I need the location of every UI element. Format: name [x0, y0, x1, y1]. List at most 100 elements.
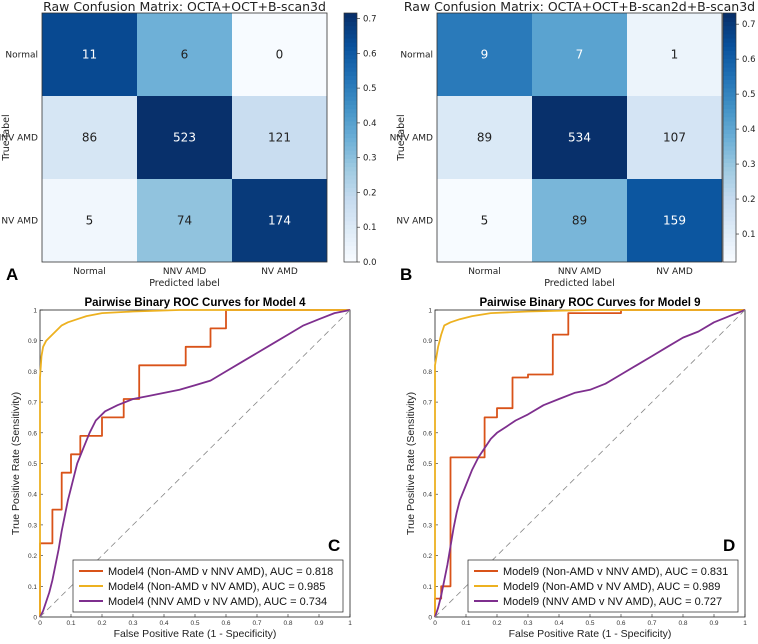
colorbar-segment [344, 17, 357, 22]
colorbar-segment [723, 116, 736, 122]
matrix-cell [532, 179, 627, 262]
colorbar-segment [723, 71, 736, 76]
cell-count: 9 [481, 48, 489, 62]
colorbar-frame [722, 12, 737, 263]
panel-label-a: A [6, 265, 18, 284]
x-tick-label: 0.5 [585, 620, 594, 627]
x-tick-label: 0.1 [461, 620, 470, 627]
colorbar-segment [344, 120, 357, 126]
y-tick-label: 0.5 [28, 461, 37, 468]
colorbar-segment [723, 191, 736, 197]
colorbar-segment [344, 87, 357, 93]
colorbar-segment [723, 50, 736, 56]
colorbar-segment [344, 71, 357, 76]
colorbar-segment [344, 54, 357, 60]
roc-title: Pairwise Binary ROC Curves for Model 4 [84, 297, 306, 309]
row-tick-label: NV AMD [1, 217, 38, 227]
colorbar-segment [344, 75, 357, 80]
x-tick-label: 0.9 [314, 620, 323, 627]
colorbar-segment [723, 187, 736, 193]
colorbar-segment [723, 104, 736, 110]
colorbar-segment [723, 183, 736, 188]
colorbar-segment [344, 179, 357, 184]
cell-count: 89 [572, 214, 587, 228]
roc-series-line [39, 309, 350, 617]
x-tick-label: 1 [743, 620, 747, 627]
colorbar-segment [344, 62, 357, 68]
matrix-cell [627, 13, 722, 96]
colorbar-tick-label: 0.6 [742, 55, 756, 65]
colorbar-segment [723, 228, 736, 234]
row-tick-label: NV AMD [396, 217, 433, 227]
roc-chart-c: Pairwise Binary ROC Curves for Model 4 0 0… [10, 297, 352, 640]
colorbar-segment [344, 174, 357, 180]
matrix-cell [532, 13, 627, 96]
colorbar-segment [344, 66, 357, 72]
colorbar-segment [723, 133, 736, 139]
legend-entry: Model4 (NNV AMD v NV AMD), AUC = 0.734 [108, 596, 327, 608]
colorbar-segment [344, 83, 357, 89]
colorbar-segment [344, 149, 357, 155]
x-tick-label: 0 [433, 620, 437, 627]
cell-count: 1 [671, 48, 679, 62]
colorbar-segment [344, 96, 357, 101]
colorbar-segment [723, 58, 736, 64]
matrix-cell [532, 96, 627, 179]
matrix-cell [42, 13, 137, 96]
cell-count: 0 [276, 48, 284, 62]
cell-count: 86 [82, 131, 97, 145]
x-tick-label: 0.8 [283, 620, 292, 627]
roc-title: Pairwise Binary ROC Curves for Model 9 [479, 297, 700, 309]
y-tick-label: 0.9 [423, 338, 432, 345]
colorbar-segment [723, 158, 736, 163]
matrix-title: Raw Confusion Matrix: OCTA+OCT+B-scan3d [43, 0, 326, 14]
matrix-cell [627, 179, 722, 262]
colorbar-segment [344, 191, 357, 197]
matrix-cell [137, 96, 232, 179]
colorbar-segment [723, 216, 736, 222]
colorbar-segment [723, 66, 736, 72]
colorbar-segment [723, 166, 736, 172]
colorbar-segment [723, 112, 736, 118]
confusion-matrix-a: Raw Confusion Matrix: OCTA+OCT+B-scan3d 1… [0, 0, 377, 289]
colorbar-segment [344, 232, 357, 238]
colorbar-segment [344, 91, 357, 97]
colorbar-segment [344, 166, 357, 172]
cell-count: 523 [173, 131, 196, 145]
y-tick-label: 0.4 [423, 492, 432, 499]
colorbar-segment [344, 195, 357, 201]
colorbar-segment [723, 249, 736, 255]
colorbar-segment [723, 42, 736, 47]
colorbar-segment [344, 170, 357, 176]
y-tick-label: 0.3 [423, 522, 432, 529]
colorbar-segment [723, 100, 736, 105]
x-tick-label: 0.6 [221, 620, 230, 627]
colorbar-segment [723, 91, 736, 97]
x-tick-label: 0.2 [97, 620, 106, 627]
matrix-cell [627, 96, 722, 179]
x-tick-label: 0.1 [66, 620, 75, 627]
colorbar-segment [723, 83, 736, 89]
matrix-title: Raw Confusion Matrix: OCTA+OCT+B-scan2d+… [404, 0, 755, 14]
matrix-cell [232, 96, 327, 179]
x-tick-label: 0.4 [159, 620, 168, 627]
col-tick-label: Normal [73, 267, 106, 277]
col-tick-label: NNV AMD [558, 267, 601, 277]
x-tick-label: 0.5 [190, 620, 199, 627]
colorbar-segment [344, 100, 357, 105]
y-axis-label: True label [396, 114, 407, 161]
matrix-cell [437, 179, 532, 262]
matrix-frame [436, 12, 723, 263]
legend-entry: Model9 (Non-AMD v NNV AMD), AUC = 0.831 [503, 566, 728, 578]
matrix-cell [42, 96, 137, 179]
colorbar-segment [723, 232, 736, 238]
colorbar-segment [344, 37, 357, 43]
colorbar-segment [723, 29, 736, 35]
y-tick-label: 0.9 [28, 338, 37, 345]
y-tick-label: 0.6 [28, 430, 37, 437]
colorbar-tick-label: 0.1 [742, 230, 756, 240]
colorbar-segment [723, 108, 736, 114]
x-axis-label: Predicted label [149, 278, 220, 289]
y-tick-label: 0 [33, 615, 37, 622]
colorbar-segment [723, 54, 736, 60]
